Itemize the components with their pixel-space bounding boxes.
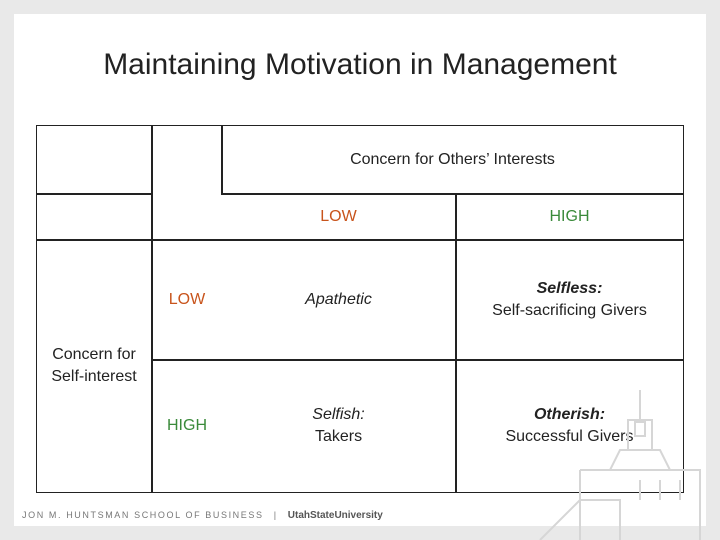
matrix-divider: [221, 193, 683, 195]
row-level-low: LOW: [168, 290, 206, 308]
university-logo-text: UtahStateUniversity: [287, 510, 383, 521]
column-header: Concern for Others’ Interests: [350, 150, 555, 168]
matrix-divider: [151, 126, 153, 492]
quadrant-selfish: Selfish: Takers: [222, 360, 455, 492]
slide-background: [14, 14, 706, 526]
building-watermark-icon: [539, 390, 701, 540]
quadrant-otherish: Otherish: Successful Givers: [456, 360, 683, 492]
matrix-divider: [221, 126, 223, 194]
quadrant-apathetic: Apathetic: [222, 240, 455, 359]
quadrant-label: Otherish:: [533, 406, 606, 424]
slide-title: Maintaining Motivation in Management: [103, 48, 617, 81]
quadrant-label: Apathetic: [305, 290, 372, 308]
quadrant-sublabel: Successful Givers: [505, 428, 634, 445]
column-level-low: LOW: [320, 207, 357, 225]
quadrant-label: Selfless:: [536, 279, 603, 297]
footer-branding: JON M. HUNTSMAN SCHOOL OF BUSINESS | Uta…: [22, 510, 383, 521]
matrix-divider: [37, 239, 683, 241]
motivation-matrix: Concern for Others’ Interests Concern fo…: [36, 125, 684, 493]
school-name: JON M. HUNTSMAN SCHOOL OF BUSINESS: [22, 510, 264, 520]
quadrant-sublabel: Takers: [314, 428, 363, 445]
quadrant-sublabel: Self-sacrificing Givers: [492, 301, 647, 319]
matrix-divider: [37, 193, 151, 195]
row-header: Concern for Self-interest: [51, 346, 137, 385]
matrix-divider: [151, 359, 683, 361]
quadrant-selfless: Selfless: Self-sacrificing Givers: [456, 240, 683, 359]
matrix-divider: [455, 193, 457, 492]
footer-separator: |: [273, 510, 278, 520]
row-level-high: HIGH: [167, 417, 207, 435]
column-level-high: HIGH: [549, 207, 590, 225]
quadrant-label: Selfish:: [312, 406, 365, 424]
